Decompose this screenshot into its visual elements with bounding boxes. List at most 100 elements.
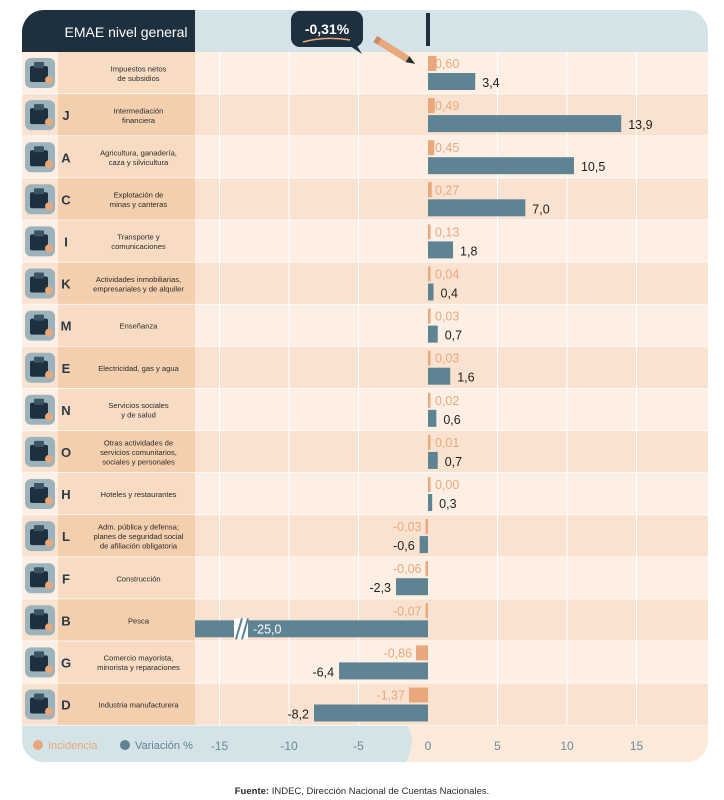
icon-accent <box>45 665 53 674</box>
incidencia-bar <box>428 434 431 450</box>
icon-top <box>34 230 44 237</box>
incidencia-bar <box>428 224 431 240</box>
sector-label: comunicaciones <box>111 242 166 251</box>
variacion-value: 0,4 <box>441 287 458 301</box>
x-tick-label: 0 <box>425 739 432 753</box>
icon-body <box>30 571 48 588</box>
variacion-value: 3,4 <box>482 76 499 90</box>
x-tick-label: -5 <box>353 739 364 753</box>
x-tick-label: -10 <box>280 739 298 753</box>
health-icon <box>25 394 55 425</box>
icon-accent <box>45 454 53 463</box>
icon-top <box>34 651 44 658</box>
sector-label: empresariales y de alquiler <box>93 284 184 293</box>
icon-accent <box>45 370 53 379</box>
incidencia-bar <box>428 308 431 324</box>
row-label-cell <box>58 94 195 137</box>
sector-label: Comercio mayorista, <box>104 654 174 663</box>
sector-label: y de salud <box>121 411 156 420</box>
power-icon <box>25 352 55 383</box>
icon-body <box>30 234 48 251</box>
incidencia-value: 0,02 <box>435 394 459 408</box>
pencil-eraser <box>373 36 382 45</box>
variacion-value: 0,7 <box>445 455 462 469</box>
variacion-bar <box>428 283 434 301</box>
sector-label: Industria manufacturera <box>98 701 179 710</box>
row-label-cell <box>58 52 195 95</box>
icon-body <box>30 613 48 630</box>
store-icon <box>25 647 55 678</box>
variacion-value: 7,0 <box>532 202 549 216</box>
incidencia-value: 0,13 <box>435 225 459 239</box>
icon-top <box>34 693 44 700</box>
variacion-value: -25,0 <box>253 622 282 636</box>
variacion-bar <box>428 157 574 175</box>
incidencia-value: -0,86 <box>384 646 413 660</box>
variacion-bar <box>419 536 428 554</box>
incidencia-bar <box>428 182 432 198</box>
row-label-cell <box>58 599 195 642</box>
sector-label: Adm. pública y defensa; <box>98 523 179 532</box>
row-label-cell <box>58 220 195 263</box>
source-prefix: Fuente: <box>234 786 270 797</box>
incidencia-bar <box>416 645 428 661</box>
sector-label: de subsidios <box>117 74 159 83</box>
zero-marker <box>426 13 430 46</box>
icon-top <box>34 525 44 532</box>
fish-icon <box>25 605 55 636</box>
icon-body <box>30 276 48 293</box>
icon-accent <box>45 202 53 211</box>
icon-top <box>34 483 44 489</box>
row-label-cell <box>58 136 195 179</box>
icon-body <box>30 318 48 335</box>
sector-label: Enseñanza <box>120 322 159 331</box>
icon-accent <box>45 118 53 127</box>
sector-code: N <box>61 403 70 418</box>
variacion-value: 1,6 <box>457 371 474 385</box>
source-text: INDEC, Dirección Nacional de Cuentas Nac… <box>269 786 490 797</box>
incidencia-value: -0,03 <box>393 520 422 534</box>
icon-top <box>34 104 44 111</box>
variacion-value: -2,3 <box>369 581 391 595</box>
sector-label: Impuestos netos <box>111 64 167 73</box>
sector-label: caza y silvicultura <box>109 158 169 167</box>
variacion-value: 13,9 <box>628 118 652 132</box>
incidencia-bar <box>425 519 428 535</box>
incidencia-value: 0,45 <box>435 141 459 155</box>
sector-code: D <box>61 698 70 713</box>
legend-variacion-label: Variación % <box>135 740 193 752</box>
footer-positive-zone <box>406 725 708 762</box>
truck-icon <box>25 563 55 594</box>
pencil-tip <box>405 56 416 64</box>
incidencia-value: 0,00 <box>435 478 459 492</box>
sector-code: O <box>61 445 71 460</box>
sector-label: Pesca <box>128 616 150 625</box>
sector-code: E <box>62 361 71 376</box>
header-title-band <box>22 10 195 52</box>
icon-body <box>30 697 48 714</box>
icon-accent <box>45 76 53 84</box>
row-label-cell <box>58 473 195 516</box>
bank-icon <box>25 100 55 131</box>
icon-top <box>34 609 44 616</box>
sector-label: Intermediación <box>114 106 164 115</box>
row-label-cell <box>58 557 195 600</box>
total-underline <box>302 37 351 43</box>
icon-accent <box>45 581 53 590</box>
incidencia-value: 0,27 <box>435 183 459 197</box>
variacion-value: 0,6 <box>443 413 460 427</box>
oil-pump-icon <box>25 184 55 215</box>
incidencia-bar <box>428 98 435 114</box>
sector-label: Servicios sociales <box>108 401 169 410</box>
variacion-value: 1,8 <box>460 244 477 258</box>
variacion-bar <box>428 241 454 259</box>
farm-icon <box>25 142 55 173</box>
variacion-bar <box>428 409 437 427</box>
realestate-icon <box>25 268 55 299</box>
icon-body <box>30 655 48 672</box>
icon-body <box>30 444 48 461</box>
pencil-icon <box>373 36 416 64</box>
variacion-bar <box>428 115 622 133</box>
variacion-value: -6,4 <box>312 665 334 679</box>
